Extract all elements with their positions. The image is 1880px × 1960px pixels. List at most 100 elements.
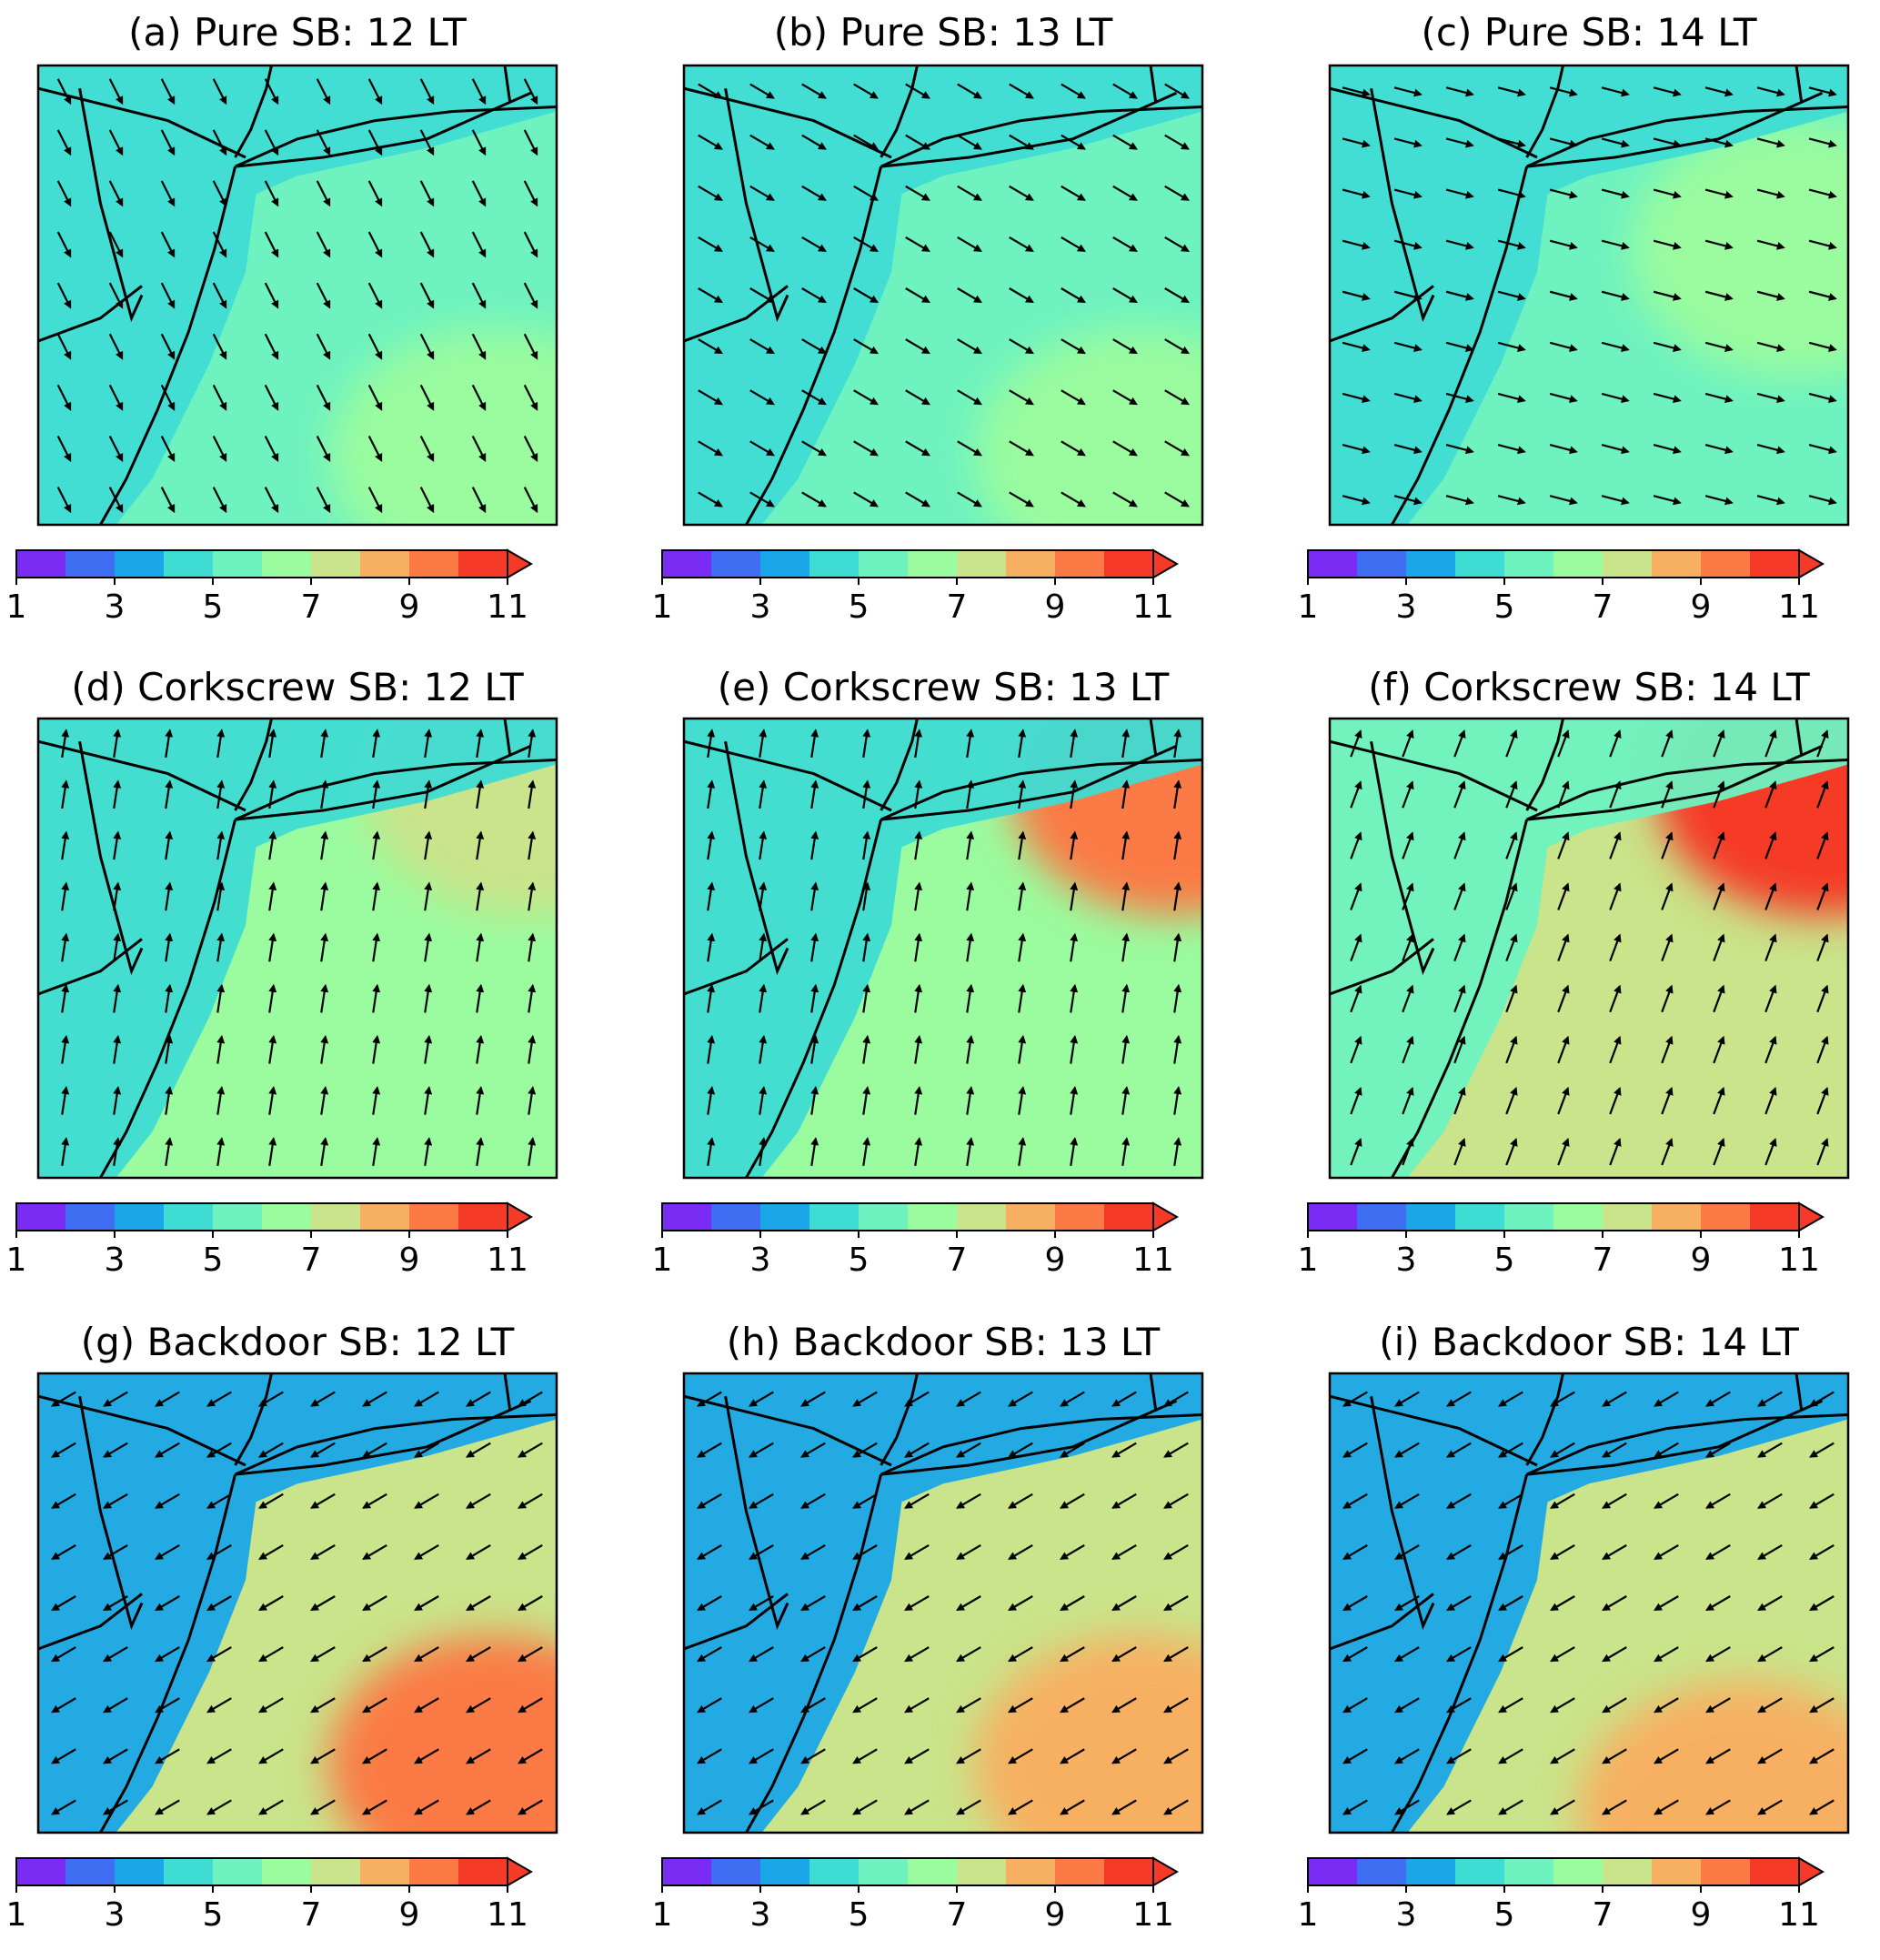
wind-arrow [61, 830, 70, 860]
wind-arrow [1009, 287, 1034, 304]
wind-arrow [1402, 831, 1414, 859]
wind-arrow [697, 1646, 722, 1663]
wind-arrow [419, 282, 435, 309]
wind-arrow [367, 384, 383, 411]
wind-arrow [523, 180, 538, 207]
wind-arrow [1394, 1799, 1420, 1815]
coastline [724, 740, 789, 976]
wind-arrow [1111, 1493, 1137, 1509]
wind-arrow [1498, 1442, 1523, 1458]
colorbar-frame [1307, 1857, 1800, 1886]
colorbar-segment [16, 550, 66, 578]
wind-arrow [1061, 389, 1086, 406]
colorbar-extend-arrow [1798, 548, 1825, 579]
wind-arrow [1111, 1697, 1137, 1714]
coastline [1795, 65, 1804, 103]
wind-arrow [1342, 1748, 1368, 1764]
wind-arrow [1350, 1086, 1362, 1115]
wind-arrow [212, 180, 227, 207]
wind-arrow [518, 1697, 543, 1714]
wind-arrow [1121, 1137, 1131, 1166]
wind-arrow [1112, 287, 1138, 304]
wind-arrow [1445, 188, 1474, 199]
wind-arrow [528, 779, 537, 809]
wind-arrow [1497, 444, 1526, 455]
colorbar-segment [760, 1203, 810, 1231]
wind-arrow [1453, 984, 1466, 1013]
wind-arrow [749, 1442, 774, 1458]
wind-arrow [113, 830, 122, 860]
panel-h-title: (h) Backdoor SB: 13 LT [727, 1320, 1161, 1364]
wind-arrow [1654, 1799, 1679, 1815]
wind-arrow [1173, 983, 1182, 1013]
colorbar-segment [311, 550, 361, 578]
wind-arrow [1061, 491, 1086, 508]
wind-arrow [852, 1646, 878, 1663]
wind-arrow [1505, 1035, 1518, 1064]
colorbar-segment [16, 1203, 66, 1231]
wind-arrow [1498, 1391, 1523, 1407]
wind-arrow [310, 1748, 336, 1764]
panel-b: (b) Pure SB: 13 LT 1 3 5 7 9 11 [652, 10, 1204, 626]
wind-arrow [1816, 831, 1829, 859]
wind-arrow [528, 1034, 537, 1064]
panel-b-colorbar: 1 3 5 7 9 11 [652, 548, 1180, 626]
wind-arrow [1112, 83, 1138, 99]
wind-arrow [1402, 780, 1414, 809]
wind-arrow [1705, 1493, 1731, 1509]
wind-arrow [1446, 1442, 1472, 1458]
wind-arrow [801, 389, 827, 406]
wind-arrow [113, 932, 122, 962]
wind-vectors [1342, 86, 1837, 506]
wind-arrow [852, 1799, 878, 1815]
wind-arrow [1816, 1086, 1829, 1115]
wind-arrow [1445, 137, 1474, 148]
coastline [38, 1593, 143, 1651]
wind-arrow [1764, 1137, 1777, 1166]
wind-arrow [1446, 1697, 1472, 1714]
panel-e-field [684, 719, 1202, 1178]
wind-arrow [966, 1086, 975, 1115]
wind-arrow [1060, 1646, 1085, 1663]
wind-arrow [698, 389, 723, 406]
wind-arrow [212, 435, 227, 462]
colorbar-tick-label: 11 [1778, 588, 1820, 626]
wind-arrow [113, 1034, 122, 1064]
wind-arrow [1342, 1799, 1368, 1815]
wind-arrow [957, 491, 982, 508]
wind-arrow [155, 1442, 180, 1458]
colorbar-segment [1701, 1203, 1751, 1231]
colorbar-tick-label: 9 [1045, 588, 1066, 626]
wind-arrow [1704, 495, 1734, 506]
wind-arrow [414, 1697, 439, 1714]
wind-arrow [1393, 188, 1423, 199]
wind-arrow [1601, 392, 1630, 404]
wind-arrow [904, 1543, 930, 1560]
wind-arrow [697, 1748, 722, 1764]
wind-arrow [1661, 882, 1674, 910]
colorbar-tick-label: 1 [1298, 588, 1319, 626]
panel-i-title: (i) Backdoor SB: 14 LT [1379, 1320, 1799, 1364]
wind-arrow [956, 1595, 981, 1612]
wind-arrow [523, 282, 538, 309]
wind-arrow [862, 729, 871, 759]
panel-c-frame [1328, 64, 1850, 527]
wind-arrow [1342, 137, 1371, 148]
wind-arrow [1764, 729, 1777, 758]
colorbar-segment [908, 1858, 958, 1885]
colorbar-extend-arrow [507, 548, 534, 579]
wind-arrow [424, 1034, 433, 1064]
wind-arrow [113, 881, 122, 911]
wind-arrow [1018, 779, 1027, 809]
coastline [78, 87, 144, 323]
wind-arrow [697, 1391, 722, 1407]
colorbar-segment [809, 1858, 860, 1885]
colorbar-tick-label: 3 [105, 588, 126, 626]
wind-arrow [1163, 1748, 1189, 1764]
wind-arrow [749, 338, 775, 355]
wind-arrow [372, 1086, 381, 1115]
wind-arrow [1393, 86, 1423, 97]
wind-arrow [759, 881, 768, 911]
wind-arrow [258, 1748, 284, 1764]
wind-arrow [1393, 495, 1423, 506]
